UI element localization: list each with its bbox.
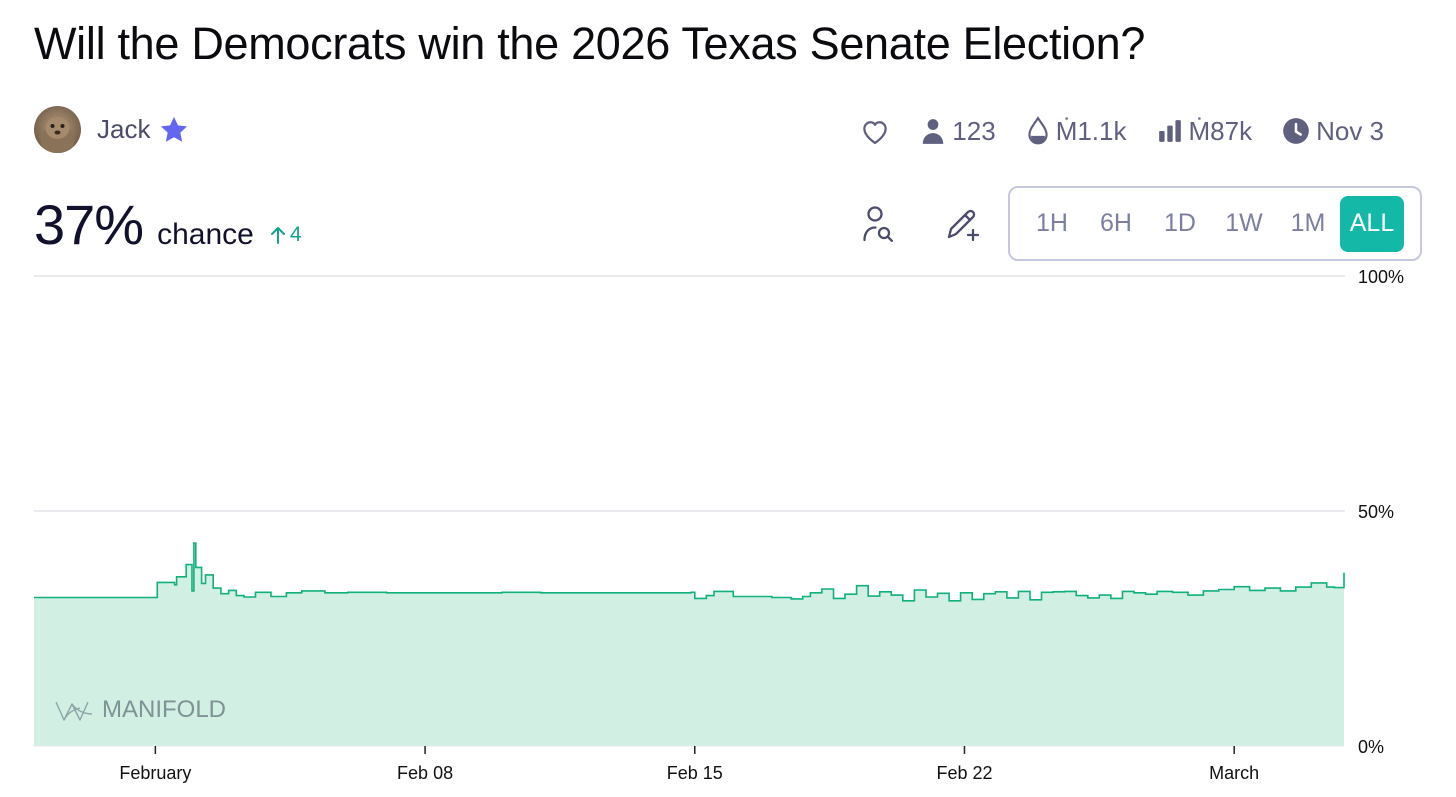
time-range-selector: 1H 6H 1D 1W 1M ALL [1008,186,1422,261]
manifold-logo-icon [55,701,93,721]
volume-amount: Ṁ87k [1188,115,1253,146]
probability-chart[interactable]: MANIFOLD 0% 50% 100% February Feb 08 Feb 15 F… [0,260,1456,797]
y-tick-label: 0% [1358,737,1384,757]
x-tick-label: Feb 15 [667,763,723,783]
x-tick-label: March [1209,763,1259,783]
star-icon [161,116,188,142]
user-search-icon [863,206,893,242]
manifold-watermark: MANIFOLD [55,696,226,723]
range-6h-button[interactable]: 6H [1100,209,1132,237]
avatar[interactable] [34,106,81,153]
arrow-up-icon [270,227,285,244]
droplet-icon [1028,116,1048,145]
probability-display: 37% chance 4 [34,192,302,257]
range-1h-button[interactable]: 1H [1036,209,1068,237]
range-1d-button[interactable]: 1D [1164,209,1196,237]
x-axis: February Feb 08 Feb 15 Feb 22 March [34,745,1344,783]
x-tick-label: Feb 22 [936,763,992,783]
y-tick-label: 100% [1358,267,1404,287]
user-icon [923,119,944,144]
range-all-button[interactable]: ALL [1340,195,1404,252]
author-name[interactable]: Jack [97,114,151,144]
range-1w-button[interactable]: 1W [1225,209,1263,237]
volume-stat[interactable]: Ṁ87k [1157,115,1253,147]
probability-value: 37% [34,193,144,256]
heart-icon [863,121,888,144]
probability-change: 4 [270,223,302,247]
probability-line [34,542,1345,602]
probability-area [34,543,1344,746]
bar-chart-icon [1158,120,1181,142]
traders-count: 123 [952,115,996,146]
x-tick-label: Feb 08 [397,763,453,783]
probability-label: chance [157,218,254,251]
user-search-button[interactable] [858,204,898,244]
pencil-plus-icon [947,209,980,242]
close-date: Nov 3 [1316,115,1384,146]
x-tick-label: February [119,763,191,783]
edit-button[interactable] [942,204,982,244]
clock-icon [1283,118,1309,144]
traders-stat[interactable]: 123 [920,115,996,147]
chart-svg[interactable]: MANIFOLD 0%50%100% February Feb 08 Feb 15 F… [0,260,1456,797]
chart-grid [34,275,1345,512]
liquidity-stat[interactable]: Ṁ1.1k [1026,116,1127,147]
close-date-stat[interactable]: Nov 3 [1282,116,1384,147]
author-info[interactable]: Jack [34,106,190,153]
page-title: Will the Democrats win the 2026 Texas Se… [34,18,1146,69]
liquidity-amount: Ṁ1.1k [1055,115,1127,146]
like-button[interactable] [860,117,890,145]
range-1m-button[interactable]: 1M [1290,209,1326,237]
market-stats: 123 Ṁ1.1k Ṁ87k Nov 3 [860,112,1384,150]
y-tick-label: 50% [1358,502,1394,522]
probability-change-value: 4 [289,223,302,246]
chart-plot [34,542,1345,746]
y-axis: 0% 50% 100% [1358,267,1404,757]
watermark-text: MANIFOLD [102,696,226,723]
